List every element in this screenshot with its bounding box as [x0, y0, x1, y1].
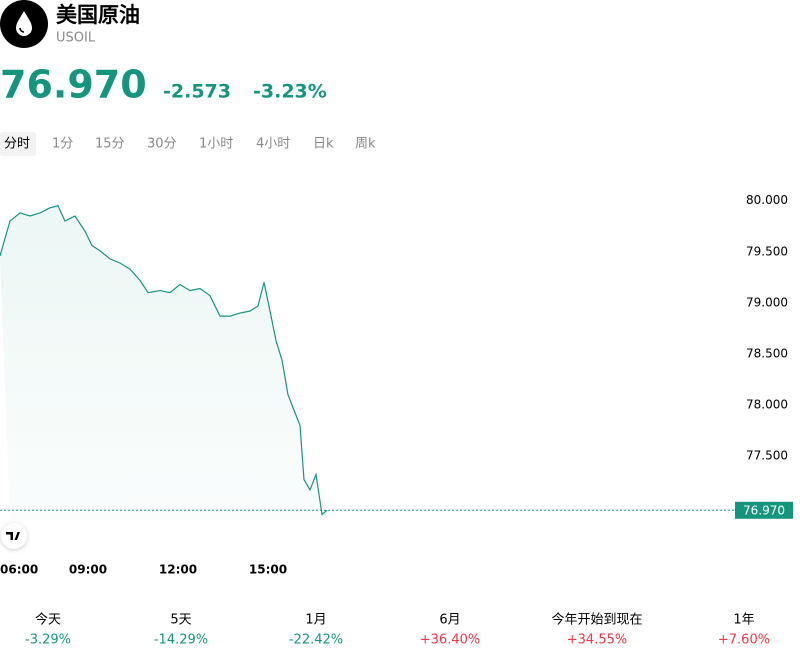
period-change[interactable]: +7.60%	[718, 633, 770, 648]
y-tick-label: 78.500	[746, 346, 788, 360]
tab[interactable]: 30分	[147, 137, 177, 152]
period-change[interactable]: -14.29%	[154, 633, 208, 648]
y-tick-label: 79.000	[746, 295, 788, 309]
y-tick-label: 80.000	[746, 193, 788, 207]
period-label[interactable]: 5天	[170, 613, 191, 628]
x-tick-label: 09:00	[69, 563, 107, 577]
tab[interactable]: 4小时	[256, 137, 290, 152]
y-tick-label: 78.000	[746, 398, 788, 412]
symbol: USOIL	[56, 31, 96, 46]
period-label[interactable]: 今年开始到现在	[551, 612, 642, 628]
y-tick-label: 77.500	[746, 449, 788, 463]
last-price-badge	[735, 501, 793, 519]
period-label[interactable]: 1年	[733, 613, 754, 628]
x-tick-label: 15:00	[249, 563, 287, 577]
title: 美国原油	[56, 3, 140, 27]
period-label[interactable]: 1月	[305, 613, 326, 628]
period-change[interactable]: -3.29%	[25, 633, 71, 648]
period-change[interactable]: +36.40%	[420, 633, 480, 648]
y-tick-label: 79.500	[746, 244, 788, 258]
drop-shine	[19, 27, 25, 33]
performance: 今天 -3.29% 5天 -14.29% 1月 -22.42% 6月 +36.40% 今年开始到…	[25, 612, 770, 648]
tab[interactable]: 日k	[313, 137, 334, 152]
tab[interactable]: 周k	[355, 137, 376, 152]
x-tick-label: 06:00	[0, 563, 38, 577]
tab-active-bg	[0, 132, 36, 156]
period-change[interactable]: +34.55%	[567, 633, 627, 648]
logo	[6, 532, 20, 540]
tab[interactable]: 1分	[52, 137, 73, 152]
change-percent: -3.23%	[253, 81, 327, 103]
logo-badge	[1, 523, 27, 549]
change: -2.573	[163, 81, 231, 103]
price-line	[0, 205, 328, 516]
period-label[interactable]: 今天	[35, 612, 61, 628]
area	[0, 205, 327, 520]
x-tick-label: 12:00	[159, 563, 197, 577]
tabs: 分时 1分 15分 30分 1小时 4小时 日k 周k	[0, 132, 376, 156]
chart: 77.500 78.000 78.500 79.000 79.500 80.000 06:0…	[0, 193, 793, 577]
price: 76.970	[0, 63, 147, 107]
tab[interactable]: 分时	[4, 137, 30, 152]
period-label[interactable]: 6月	[439, 613, 460, 628]
tab[interactable]: 15分	[95, 137, 125, 152]
period-change[interactable]: -22.42%	[289, 633, 343, 648]
tab[interactable]: 1小时	[199, 137, 233, 152]
last-price-label: 76.970	[743, 503, 785, 517]
